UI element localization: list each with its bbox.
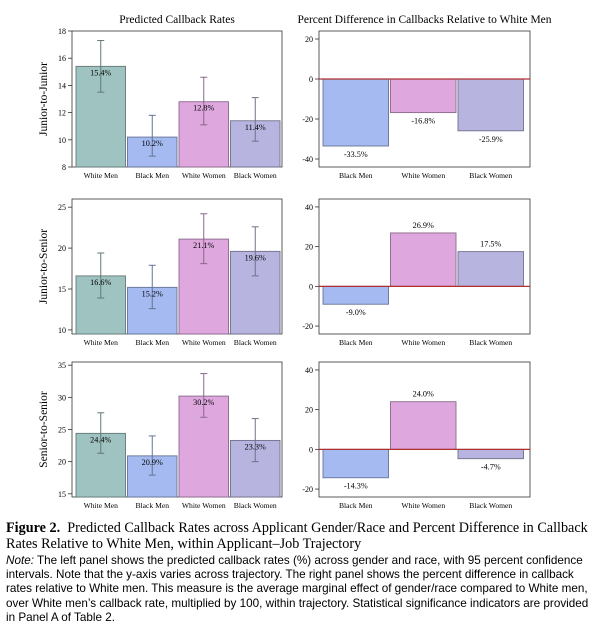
panel-5-data-label: 24.4% bbox=[90, 435, 111, 444]
panel-1-data-label: 15.4% bbox=[90, 68, 111, 77]
panel-2-data-label: -16.8% bbox=[411, 117, 435, 126]
panel-3-ytick-label: 25 bbox=[58, 203, 66, 212]
panel-6-bar-black-men bbox=[322, 448, 389, 479]
panel-4-bar-white-women bbox=[390, 232, 457, 287]
panel-1-ytick-label: 16 bbox=[58, 54, 66, 63]
note-text: The left panel shows the predicted callb… bbox=[6, 554, 589, 624]
panel-5-category-label: Black Women bbox=[234, 501, 277, 510]
panel-2-title: Percent Difference in Callbacks Relative… bbox=[297, 14, 551, 26]
panel-5-data-label: 23.3% bbox=[245, 442, 266, 451]
panel-1-data-label: 10.2% bbox=[142, 139, 163, 148]
panel-2-ytick-label: -40 bbox=[302, 155, 313, 164]
panel-2-data-label: -33.5% bbox=[344, 150, 368, 159]
panel-2-ytick-label: 0 bbox=[309, 75, 313, 84]
caption-title: Predicted Callback Rates across Applican… bbox=[6, 520, 588, 552]
panel-2-category-label: White Women bbox=[401, 171, 445, 180]
panel-6-data-label: -14.3% bbox=[344, 482, 368, 491]
panel-4-frame bbox=[318, 198, 531, 335]
panel-5-ytick-label: 15 bbox=[58, 490, 66, 499]
panel-4-bar-black-women bbox=[457, 251, 524, 287]
caption-note-block: Note: The left panel shows the predicted… bbox=[6, 554, 592, 625]
panel-5-ytick-label: 35 bbox=[58, 361, 66, 370]
panel-6-bar-black-women bbox=[457, 448, 524, 460]
panel-4-ytick-label: 40 bbox=[305, 203, 313, 212]
panel-4-category-label: Black Men bbox=[339, 338, 373, 347]
panel-4-category-label: White Women bbox=[401, 338, 445, 347]
figure-label: Figure 2. bbox=[6, 520, 61, 536]
panel-1-ytick-label: 10 bbox=[58, 136, 66, 145]
panel-4-bar-black-men bbox=[322, 285, 389, 305]
panel-5-ytick-label: 25 bbox=[58, 426, 66, 435]
panel-5-category-label: Black Men bbox=[135, 501, 169, 510]
panel-2-frame bbox=[318, 30, 531, 168]
panel-2-ytick-label: -20 bbox=[302, 115, 313, 124]
panel-3-data-label: 21.1% bbox=[193, 241, 214, 250]
panel-3-ytick-label: 10 bbox=[58, 326, 66, 335]
panel-6-category-label: White Women bbox=[401, 501, 445, 510]
panel-3-category-label: White Men bbox=[84, 338, 119, 347]
panel-4-ytick-label: 20 bbox=[305, 243, 313, 252]
panel-5-data-label: 30.2% bbox=[193, 398, 214, 407]
caption-title-block: Figure 2. Predicted Callback Rates acros… bbox=[6, 520, 592, 552]
panel-6-data-label: -4.7% bbox=[481, 463, 501, 472]
panel-4-data-label: 26.9% bbox=[413, 221, 434, 230]
panel-1-ylabel: Junior-to-Junior bbox=[38, 62, 50, 136]
panel-6-ytick-label: 20 bbox=[305, 406, 313, 415]
panel-6-data-label: 24.0% bbox=[413, 390, 434, 399]
panel-3-data-label: 19.6% bbox=[245, 253, 266, 262]
panel-1-category-label: White Men bbox=[84, 171, 119, 180]
panel-6-frame bbox=[318, 361, 531, 498]
panel-1-data-label: 12.8% bbox=[193, 104, 214, 113]
panel-1-category-label: White Women bbox=[182, 171, 226, 180]
panel-1-ytick-label: 8 bbox=[62, 163, 66, 172]
panel-2-category-label: Black Men bbox=[339, 171, 373, 180]
figure-caption: Figure 2. Predicted Callback Rates acros… bbox=[6, 520, 592, 625]
panel-2-bar-black-men bbox=[322, 78, 389, 147]
panel-4-data-label: -9.0% bbox=[346, 308, 366, 317]
panel-1-title: Predicted Callback Rates bbox=[119, 14, 235, 26]
panel-6-ytick-label: 40 bbox=[305, 366, 313, 375]
panel-1-data-label: 11.4% bbox=[245, 123, 266, 132]
panel-5-ylabel: Senior-to-Senior bbox=[38, 391, 50, 468]
panel-3-ylabel: Junior-to-Senior bbox=[38, 229, 50, 304]
panel-2-bar-black-women bbox=[457, 78, 524, 132]
panel-2-bar-white-women bbox=[390, 78, 457, 114]
panel-2-data-label: -25.9% bbox=[479, 135, 503, 144]
panel-6-bar-white-women bbox=[390, 401, 457, 450]
panel-3-ytick-label: 15 bbox=[58, 285, 66, 294]
panel-3-category-label: Black Men bbox=[135, 338, 169, 347]
panel-1-category-label: Black Men bbox=[135, 171, 169, 180]
panel-5-data-label: 20.9% bbox=[142, 458, 163, 467]
panel-6-category-label: Black Women bbox=[469, 501, 512, 510]
panel-2-category-label: Black Women bbox=[469, 171, 512, 180]
panel-4-data-label: 17.5% bbox=[480, 240, 501, 249]
panel-6-ytick-label: 0 bbox=[309, 445, 313, 454]
panel-5-category-label: White Men bbox=[84, 501, 119, 510]
panel-4-ytick-label: -20 bbox=[302, 322, 313, 331]
panel-3-data-label: 16.6% bbox=[90, 278, 111, 287]
panel-3-data-label: 15.2% bbox=[142, 289, 163, 298]
panel-3-category-label: White Women bbox=[182, 338, 226, 347]
panel-3-ytick-label: 20 bbox=[58, 244, 66, 253]
panel-5-ytick-label: 30 bbox=[58, 393, 66, 402]
panel-1-ytick-label: 12 bbox=[58, 109, 66, 118]
panel-2-ytick-label: 20 bbox=[305, 35, 313, 44]
panel-3-category-label: Black Women bbox=[234, 338, 277, 347]
note-label: Note: bbox=[6, 554, 34, 567]
panel-5-ytick-label: 20 bbox=[58, 458, 66, 467]
panel-6-category-label: Black Men bbox=[339, 501, 373, 510]
panel-6-ytick-label: -20 bbox=[302, 485, 313, 494]
panel-4-ytick-label: 0 bbox=[309, 282, 313, 291]
panel-5-category-label: White Women bbox=[182, 501, 226, 510]
figure-chart: Predicted Callback Rates Junior-to-Junior… bbox=[38, 14, 552, 510]
panel-1-category-label: Black Women bbox=[234, 171, 277, 180]
panel-1-ytick-label: 18 bbox=[58, 27, 66, 36]
panel-1-ytick-label: 14 bbox=[58, 81, 66, 90]
panel-4-category-label: Black Women bbox=[469, 338, 512, 347]
